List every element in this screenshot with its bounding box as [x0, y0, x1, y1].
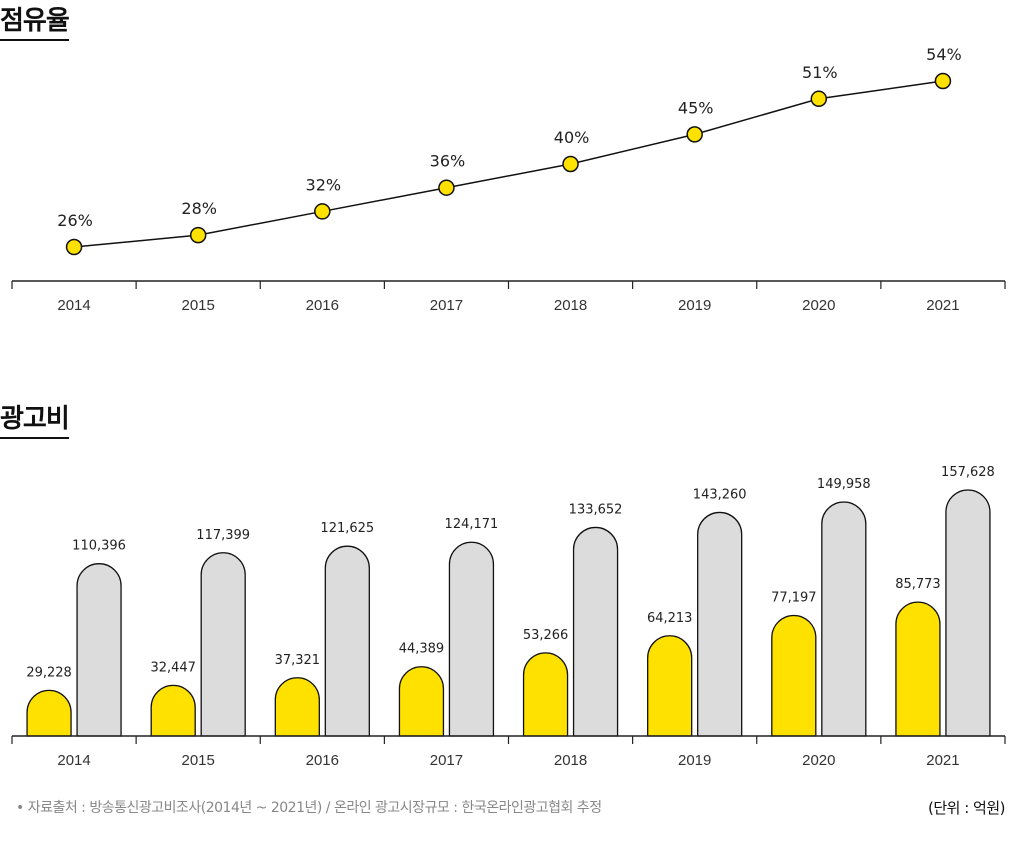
x-tick-label: 2018 — [554, 297, 587, 314]
share-point — [934, 72, 952, 90]
bar-series-1-bar — [398, 666, 445, 737]
bar-series-2-value-label: 133,652 — [569, 502, 623, 517]
share-value-label: 45% — [678, 98, 714, 117]
x-tick-label: 2019 — [678, 752, 711, 769]
share-point — [314, 203, 331, 220]
bar-series-1-value-label: 85,773 — [895, 577, 941, 592]
bar-series-2-value-label: 157,628 — [941, 465, 995, 480]
bar-series-1-value-label: 77,197 — [771, 591, 817, 606]
bar-series-2-value-label: 110,396 — [72, 539, 126, 554]
bar-series-1-value-label: 64,213 — [647, 611, 693, 626]
x-tick-label: 2020 — [802, 752, 835, 769]
x-tick-label: 2016 — [306, 752, 339, 769]
share-value-label: 36% — [430, 152, 466, 171]
share-point — [810, 90, 828, 108]
x-tick-label: 2020 — [802, 297, 835, 314]
bar-series-2-value-label: 124,171 — [445, 517, 499, 532]
share-value-label: 28% — [181, 199, 217, 218]
x-tick-label: 2014 — [57, 297, 90, 314]
bar-series-1-value-label: 37,321 — [275, 653, 321, 668]
bar-series-2-bar — [945, 489, 991, 737]
share-line — [73, 80, 944, 248]
bar-series-2-value-label: 143,260 — [693, 487, 747, 502]
share-value-label: 26% — [57, 211, 93, 230]
bar-series-1-bar — [150, 684, 196, 737]
bar-series-2-value-label: 117,399 — [196, 528, 250, 543]
bar-series-1-bar — [771, 614, 817, 737]
bar-series-1-value-label: 53,266 — [523, 628, 569, 643]
bar-series-2-bar — [76, 563, 122, 737]
share-value-label: 32% — [306, 175, 342, 194]
share-value-label: 54% — [926, 45, 962, 64]
bar-series-1-bar — [26, 689, 72, 737]
x-tick-label: 2015 — [182, 752, 215, 769]
x-tick-label: 2021 — [926, 297, 959, 314]
bar-series-2-value-label: 149,958 — [817, 477, 871, 492]
x-tick-label: 2021 — [926, 752, 959, 769]
bar-series-1-value-label: 44,389 — [399, 642, 445, 657]
bar-series-1-bar — [895, 601, 941, 737]
x-tick-label: 2014 — [57, 752, 90, 769]
bar-series-2-bar — [448, 541, 495, 737]
x-tick-label: 2019 — [678, 297, 711, 314]
share-point — [438, 179, 455, 196]
x-tick-label: 2016 — [306, 297, 339, 314]
bar-series-2-bar — [821, 501, 867, 737]
x-tick-label: 2018 — [554, 752, 587, 769]
ad-spend-bar-chart: 29,228 32,447 37,321 44,389 53,266 64,213 77,1… — [11, 465, 1006, 769]
share-point — [65, 238, 83, 256]
bar-series-1-value-label: 32,447 — [150, 660, 196, 675]
bar-series-1-value-label: 29,228 — [26, 665, 72, 680]
bar-series-2-value-label: 121,625 — [320, 521, 374, 536]
bar-series-2-bar — [572, 526, 619, 737]
unit-note: (단위 : 억원) — [928, 799, 1006, 817]
share-value-label: 51% — [802, 63, 838, 82]
x-tick-label: 2017 — [430, 752, 463, 769]
bar-series-2-bar — [324, 545, 370, 737]
share-point — [686, 126, 703, 143]
x-tick-label: 2015 — [182, 297, 215, 314]
source-note: • 자료출처 : 방송통신광고비조사(2014년 ~ 2021년) / 온라인 … — [16, 800, 602, 816]
ad-spend-section-title: 광고비 — [0, 398, 70, 439]
share-line-chart: 26% 28% 32% 36% 40% 45% 51% 54% 2014 2015 2016 2017… — [11, 45, 1006, 314]
share-section-title: 점유율 — [0, 0, 70, 41]
share-point — [562, 155, 579, 173]
bar-series-1-bar — [274, 677, 320, 737]
share-point — [189, 226, 207, 244]
bar-series-1-bar — [647, 635, 693, 737]
bar-series-2-bar — [697, 511, 743, 737]
x-tick-label: 2017 — [430, 297, 463, 314]
share-value-label: 40% — [554, 128, 590, 147]
bar-series-1-bar — [522, 652, 569, 737]
bar-series-2-bar — [200, 552, 246, 737]
